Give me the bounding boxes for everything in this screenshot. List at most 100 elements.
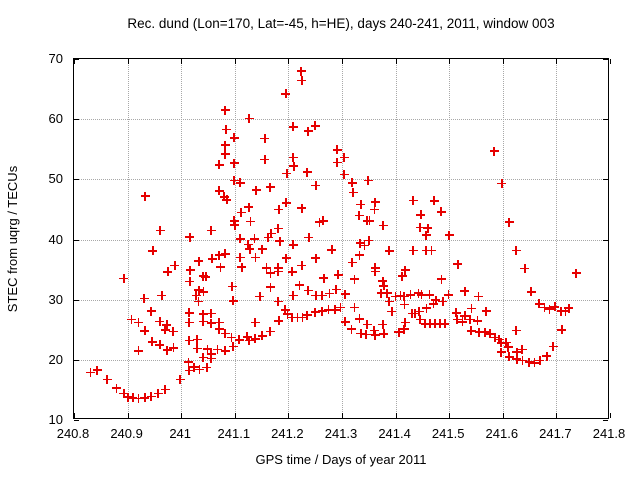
data-point-marker — [318, 216, 328, 226]
data-point-marker — [317, 290, 327, 300]
data-point-marker — [496, 347, 506, 357]
data-point-marker — [332, 157, 342, 167]
x-tick-mark — [74, 413, 75, 418]
data-point-marker — [184, 366, 194, 376]
data-point-marker — [245, 244, 255, 254]
x-tick-mark — [395, 59, 397, 64]
data-point-marker — [444, 290, 454, 300]
data-point-marker — [206, 354, 216, 364]
data-point-marker — [288, 290, 298, 300]
data-point-marker — [263, 233, 273, 243]
y-gridline — [74, 239, 608, 241]
x-gridline — [234, 59, 236, 418]
x-tick-mark — [502, 413, 504, 418]
x-tick-mark — [556, 59, 558, 64]
data-point-marker — [133, 393, 143, 403]
data-point-marker — [261, 263, 271, 273]
data-point-marker — [571, 268, 581, 278]
data-point-marker — [458, 317, 468, 327]
data-point-marker — [220, 105, 230, 115]
data-point-marker — [280, 305, 290, 315]
data-point-marker — [534, 299, 544, 309]
data-point-marker — [251, 253, 261, 263]
data-point-marker — [340, 289, 350, 299]
data-point-marker — [423, 223, 433, 233]
data-point-marker — [160, 384, 170, 394]
data-point-marker — [339, 153, 349, 163]
data-point-marker — [175, 375, 185, 385]
data-point-marker — [557, 325, 567, 335]
data-point-marker — [542, 351, 552, 361]
x-gridline — [342, 59, 343, 418]
data-point-marker — [157, 290, 167, 300]
data-point-marker — [333, 270, 343, 280]
data-point-marker — [356, 328, 366, 338]
data-point-marker — [228, 342, 238, 352]
data-point-marker — [347, 178, 357, 188]
data-point-marker — [206, 349, 216, 359]
x-tick-mark — [74, 59, 75, 64]
x-gridline — [288, 59, 290, 418]
data-point-marker — [489, 146, 499, 156]
data-point-marker — [140, 326, 150, 336]
data-point-marker — [304, 233, 314, 243]
x-tick-mark — [181, 59, 183, 64]
data-point-marker — [415, 222, 425, 232]
x-tick-label: 240.8 — [56, 426, 90, 441]
data-point-marker — [451, 308, 461, 318]
x-gridline — [502, 59, 504, 418]
data-point-marker — [311, 290, 321, 300]
data-point-marker — [202, 344, 212, 354]
data-point-marker — [192, 334, 202, 344]
y-tick-label: 20 — [48, 351, 63, 367]
data-point-marker — [437, 274, 447, 284]
y-tick-mark — [74, 119, 79, 121]
data-point-marker — [214, 250, 224, 260]
data-point-marker — [561, 306, 570, 316]
data-point-marker — [376, 288, 386, 298]
data-point-marker — [369, 325, 379, 335]
data-point-marker — [220, 328, 230, 338]
data-point-marker — [363, 176, 373, 186]
data-point-marker — [199, 287, 209, 297]
data-point-marker — [202, 363, 212, 373]
data-point-marker — [379, 281, 389, 291]
data-point-marker — [349, 274, 359, 284]
data-point-marker — [274, 204, 284, 214]
data-point-marker — [250, 234, 260, 244]
y-tick-mark — [74, 420, 79, 421]
data-point-marker — [281, 89, 291, 99]
data-point-marker — [194, 364, 204, 374]
data-point-marker — [370, 197, 380, 207]
data-point-marker — [214, 186, 224, 196]
data-point-marker — [511, 325, 521, 335]
data-point-marker — [436, 207, 446, 217]
data-point-marker — [169, 343, 179, 353]
data-point-marker — [234, 335, 244, 345]
x-tick-label: 241.5 — [431, 426, 465, 441]
data-point-marker — [379, 329, 389, 339]
data-point-marker — [311, 253, 321, 263]
data-point-marker — [198, 309, 208, 319]
data-point-marker — [548, 342, 558, 352]
y-gridline — [74, 179, 608, 181]
y-tick-mark — [603, 59, 608, 60]
x-tick-label: 241 — [169, 426, 192, 441]
data-point-marker — [184, 318, 194, 328]
y-tick-mark — [603, 119, 608, 121]
data-point-marker — [415, 315, 425, 325]
data-point-marker — [274, 316, 284, 326]
data-point-marker — [511, 245, 521, 255]
data-point-marker — [229, 133, 239, 143]
data-point-marker — [314, 217, 324, 227]
x-axis-label: GPS time / Days of year 2011 — [255, 452, 427, 467]
data-point-marker — [494, 334, 504, 344]
data-point-marker — [184, 336, 194, 346]
data-point-marker — [361, 330, 371, 340]
data-point-marker — [281, 198, 291, 208]
x-gridline — [395, 59, 397, 418]
x-gridline — [181, 59, 183, 418]
data-point-marker — [194, 285, 204, 295]
data-point-marker — [324, 305, 334, 315]
